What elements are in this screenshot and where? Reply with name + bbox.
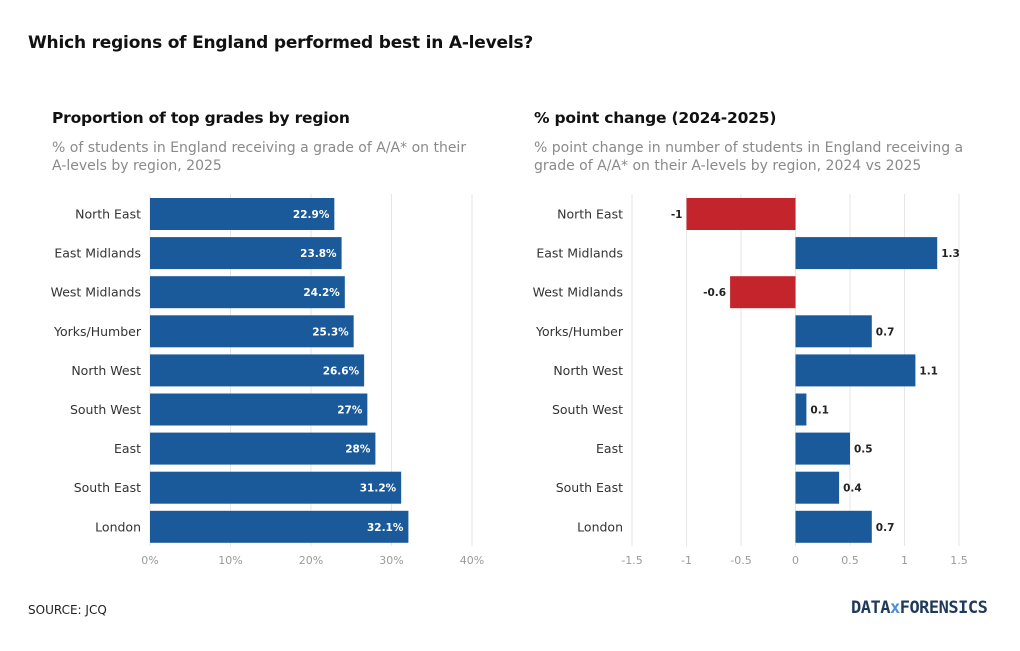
bar [686, 198, 796, 230]
bar [795, 510, 872, 543]
bar [150, 510, 409, 543]
x-tick-label: 0.5 [841, 554, 859, 567]
data-label: 0.1 [810, 405, 829, 417]
data-label: 1.1 [919, 365, 938, 377]
category-label: North East [557, 207, 623, 222]
x-tick-label: -1.5 [621, 554, 642, 567]
category-label: London [577, 519, 623, 534]
bar [150, 393, 368, 426]
right-chart-subtitle: % point change in number of students in … [534, 140, 964, 174]
category-label: South East [556, 480, 623, 495]
data-label: 27% [337, 405, 363, 417]
bar [795, 471, 840, 504]
brand-logo: DATAxFORENSICS [851, 598, 988, 618]
bar [150, 471, 402, 504]
logo-part1: DATA [851, 598, 890, 618]
data-label: 1.3 [941, 248, 960, 260]
data-label: 26.6% [323, 365, 360, 377]
main-title: Which regions of England performed best … [28, 33, 534, 53]
data-label: 0.5 [854, 444, 873, 456]
category-label: London [95, 519, 141, 534]
x-tick-label: 40% [460, 554, 484, 567]
x-tick-label: 0% [141, 554, 158, 567]
right-chart-title: % point change (2024-2025) [534, 109, 777, 127]
data-label: -0.6 [703, 287, 726, 299]
category-label: North West [553, 363, 623, 378]
data-label: 28% [345, 444, 371, 456]
data-label: 25.3% [312, 326, 349, 338]
x-tick-label: -0.5 [730, 554, 751, 567]
x-tick-label: -1 [681, 554, 692, 567]
bar [795, 315, 872, 348]
bar [795, 354, 916, 387]
data-label: -1 [671, 209, 683, 221]
bar [150, 315, 354, 348]
data-label: 0.7 [876, 326, 895, 338]
category-label: North West [71, 363, 141, 378]
category-label: West Midlands [533, 285, 623, 300]
data-label: 0.4 [843, 483, 862, 495]
x-tick-label: 1.5 [950, 554, 968, 567]
bar [730, 276, 796, 309]
bar [150, 198, 335, 230]
category-label: North East [75, 207, 141, 222]
logo-part2: FORENSICS [899, 598, 988, 618]
category-label: Yorks/Humber [535, 324, 624, 339]
data-label: 32.1% [367, 522, 404, 534]
x-tick-label: 0 [792, 554, 799, 567]
x-tick-label: 30% [379, 554, 403, 567]
bar [150, 276, 345, 309]
bar [795, 393, 807, 426]
data-label: 24.2% [303, 287, 340, 299]
category-label: East [596, 441, 623, 456]
bar [795, 237, 938, 270]
category-label: Yorks/Humber [53, 324, 142, 339]
x-tick-label: 20% [299, 554, 323, 567]
x-tick-label: 10% [218, 554, 242, 567]
bar [150, 354, 365, 387]
left-chart-subtitle: % of students in England receiving a gra… [52, 140, 467, 174]
category-label: East [114, 441, 141, 456]
category-label: East Midlands [54, 246, 141, 261]
logo-separator: x [889, 598, 900, 618]
left-chart-title: Proportion of top grades by region [52, 109, 350, 127]
category-label: East Midlands [536, 246, 623, 261]
category-label: West Midlands [51, 285, 141, 300]
source-note: SOURCE: JCQ [28, 603, 107, 617]
x-tick-label: 1 [901, 554, 908, 567]
bar [795, 432, 850, 465]
category-label: South East [74, 480, 141, 495]
data-label: 31.2% [360, 483, 397, 495]
data-label: 22.9% [293, 209, 330, 221]
data-label: 23.8% [300, 248, 337, 260]
category-label: South West [70, 402, 141, 417]
bar [150, 432, 376, 465]
category-label: South West [552, 402, 623, 417]
data-label: 0.7 [876, 522, 895, 534]
bar [150, 237, 342, 270]
